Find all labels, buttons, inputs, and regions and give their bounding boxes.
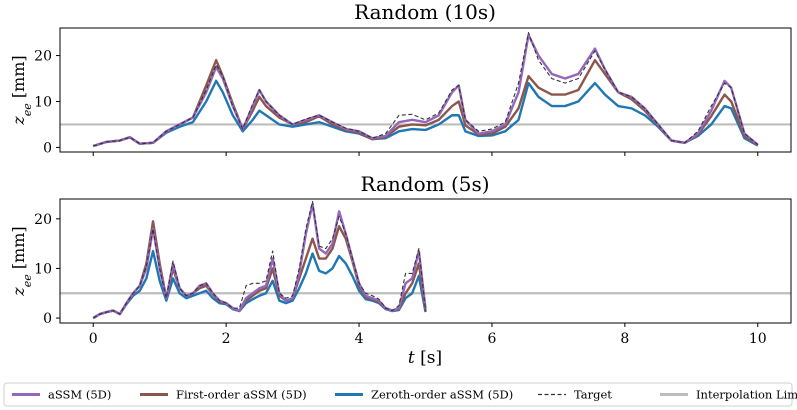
series-line-first-order-assm-5d [92,58,759,148]
x-axis-label: t [s] [408,348,442,368]
legend-items: aSSM (5D) First-order aSSM (5D) Zeroth-ord… [12,388,797,402]
y-tick-label: 0 [43,311,52,327]
panel-random-5s: Random (5s) 0 10 20 0 2 4 6 8 10 zee [mm] [9,172,792,347]
x-tick-label: 10 [749,331,767,347]
panel-random-10s: Random (10s) 0 10 20 zee [mm] [9,0,792,156]
legend-label-assm-5d: aSSM (5D) [48,388,111,402]
y-tick-label: 10 [34,261,52,277]
x-tick-label: 0 [89,331,98,347]
axes-frame [59,198,792,324]
series-layer [60,200,791,320]
panel-title: Random (5s) [360,172,489,196]
y-tick-label: 0 [43,140,52,156]
x-tick-label: 4 [355,331,364,347]
y-axis-label: zee [mm] [9,226,34,296]
legend: aSSM (5D) First-order aSSM (5D) Zeroth-ord… [3,382,797,407]
panel-title: Random (10s) [354,0,496,24]
series-line-target [93,32,759,147]
y-tick-label: 10 [34,94,52,110]
x-tick-label: 8 [620,331,629,347]
axes-ticks: 0 10 20 [34,49,759,156]
series-line-zeroth-order-assm-5d [92,79,759,148]
legend-label-target: Target [574,388,612,402]
y-tick-label: 20 [34,49,52,65]
legend-label-first-order-assm-5d: First-order aSSM (5D) [176,388,307,402]
y-axis-label: zee [mm] [9,55,34,125]
legend-frame [3,382,793,407]
x-tick-label: 2 [222,331,231,347]
axes-ticks: 0 10 20 0 2 4 6 8 10 [34,212,767,347]
axes-frame [59,27,792,153]
series-line-first-order-assm-5d [92,220,427,320]
y-tick-label: 20 [34,212,52,228]
legend-label-interpolation-limit: Interpolation Limit [696,388,797,402]
series-line-target [92,200,427,319]
series-line-assm-5d [92,202,427,320]
x-tick-label: 6 [487,331,496,347]
series-layer [60,32,791,148]
series-line-zeroth-order-assm-5d [92,249,427,320]
legend-label-zeroth-order-assm-5d: Zeroth-order aSSM (5D) [371,388,513,402]
